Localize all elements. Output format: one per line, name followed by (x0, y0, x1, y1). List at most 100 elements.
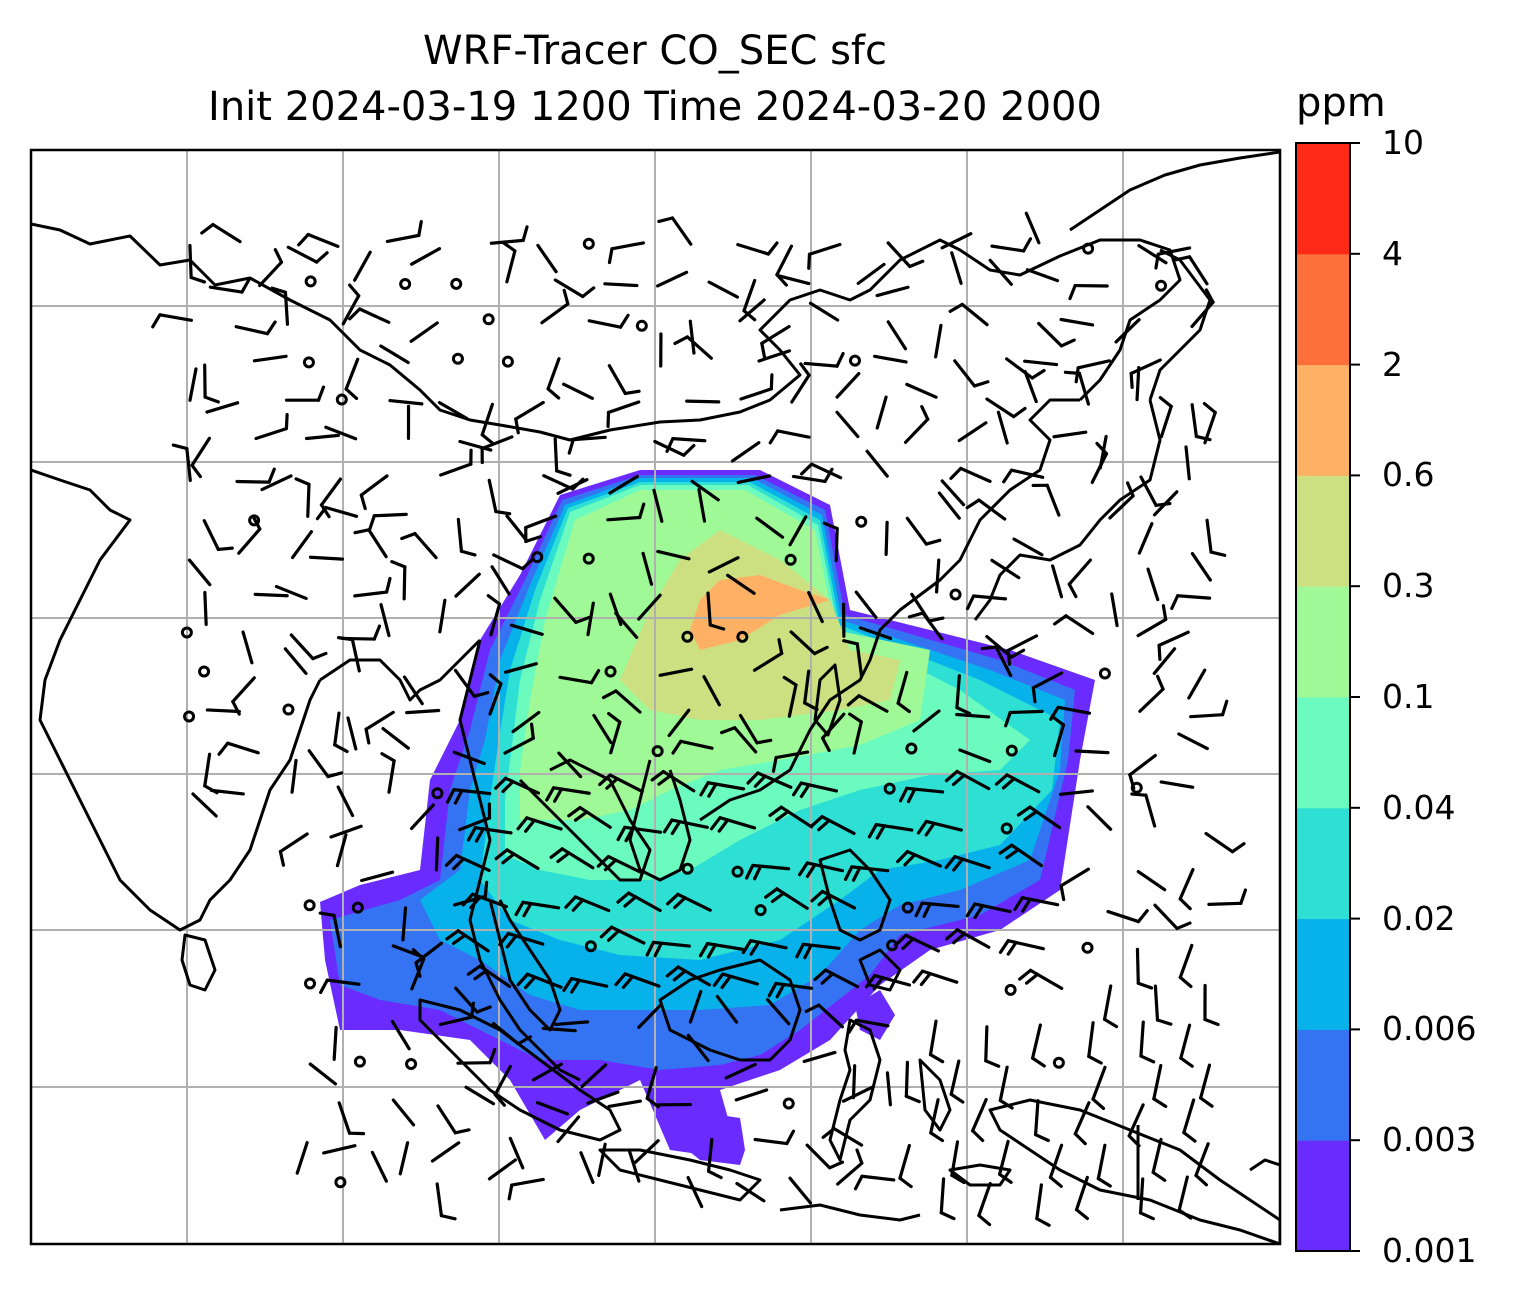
wind-barb (188, 367, 198, 402)
wind-barb (741, 939, 788, 956)
wind-barb (492, 553, 535, 571)
wind-barb (1177, 1175, 1193, 1220)
wind-barb (456, 1047, 497, 1065)
colorbar-tick-label: 0.04 (1382, 787, 1456, 827)
wind-barb (685, 399, 721, 404)
wind-barb (509, 623, 544, 636)
wind-barb (949, 588, 962, 601)
wind-barb (608, 474, 639, 495)
coastline-india-west (31, 468, 322, 932)
wind-barb (1052, 1056, 1065, 1069)
map-title-line-2: Init 2024-03-19 1200 Time 2024-03-20 200… (208, 84, 1102, 130)
wind-barb (307, 749, 344, 779)
wind-barb (738, 298, 766, 323)
wind-barb (410, 948, 426, 991)
wind-barb (803, 351, 845, 368)
wind-barb (875, 285, 910, 298)
wind-barb (949, 466, 992, 483)
wind-barb (699, 781, 746, 798)
colorbar-tick-label: 2 (1382, 344, 1403, 384)
wind-barb (724, 1062, 757, 1080)
coastline-new-guinea (988, 1098, 1280, 1244)
wind-barb (1053, 614, 1095, 636)
wind-barb (203, 363, 220, 404)
wind-barb (318, 911, 342, 949)
wind-barb (977, 1181, 992, 1227)
coastline-malay-peninsula (488, 899, 562, 1032)
wind-barb (453, 668, 490, 698)
wind-barb (795, 942, 841, 960)
wind-barb (205, 401, 240, 414)
wind-barb (596, 854, 643, 874)
wind-barb (524, 514, 558, 544)
wind-barb (324, 425, 358, 441)
wind-barb (627, 1148, 641, 1183)
wind-barb (1005, 744, 1018, 757)
wind-barb (651, 745, 664, 758)
wind-barb (896, 670, 911, 714)
colorbar-tick-label: 0.6 (1382, 455, 1435, 495)
wind-barb (1177, 732, 1209, 751)
wind-barb (1091, 1065, 1107, 1110)
wind-barb (1129, 358, 1162, 389)
wind-barb (381, 727, 410, 750)
wind-barb (606, 502, 646, 522)
wind-barb (454, 572, 481, 598)
wind-barb (297, 232, 340, 248)
wind-barb (697, 487, 707, 523)
wind-barb (681, 630, 694, 643)
wind-barb (205, 708, 241, 714)
wind-barb (735, 1181, 766, 1203)
wind-barb (994, 773, 1041, 794)
wind-barb (1199, 1063, 1214, 1108)
wind-barb (334, 1176, 347, 1189)
wind-barb (846, 694, 889, 713)
wind-barb (554, 1020, 590, 1027)
wind-barb (754, 904, 767, 917)
wind-barb (282, 703, 295, 716)
wind-barb (466, 964, 512, 988)
wind-barb (336, 785, 355, 818)
wind-barb (883, 782, 896, 795)
wind-barb (821, 712, 846, 753)
wind-barb (341, 283, 361, 326)
wind-barb (671, 739, 714, 755)
wind-barb (990, 237, 1033, 253)
wind-barb (1207, 888, 1248, 906)
wind-barb (1178, 867, 1195, 911)
wind-barb (633, 1139, 660, 1165)
wind-barb (1050, 714, 1066, 758)
wind-barb (1035, 1183, 1051, 1227)
wind-barb (399, 277, 412, 290)
wind-barb (580, 1063, 608, 1089)
wind-barb (805, 1143, 845, 1170)
wind-barb (1135, 366, 1141, 402)
wind-barb (353, 528, 388, 559)
wind-barb (856, 262, 886, 285)
coastline-lesser-sunda (779, 1203, 921, 1222)
wind-barb (1110, 592, 1119, 628)
wind-barb (409, 321, 439, 343)
wind-barb (501, 241, 517, 284)
colorbar-tick-label: 0.3 (1382, 566, 1435, 606)
wind-barb (929, 1098, 945, 1143)
wind-barb (582, 237, 595, 250)
wind-barb (304, 433, 340, 441)
wind-barb (789, 630, 829, 656)
wind-barb (731, 865, 744, 878)
colorbar-segment (1296, 475, 1350, 587)
wind-barb (507, 1177, 545, 1201)
wind-barb (1004, 983, 1017, 996)
wind-barb (903, 405, 930, 444)
wind-barb (637, 1002, 663, 1030)
wind-barb (388, 398, 424, 406)
wind-barb (1013, 896, 1060, 913)
colorbar-tick-label: 0.001 (1382, 1231, 1477, 1270)
wind-barb (1138, 1177, 1155, 1221)
wind-barb (665, 965, 712, 987)
wind-barb (584, 940, 597, 953)
colorbar-segment (1296, 697, 1350, 809)
wind-barb (437, 401, 469, 421)
wind-barb (667, 708, 691, 738)
wind-barb (258, 248, 284, 288)
